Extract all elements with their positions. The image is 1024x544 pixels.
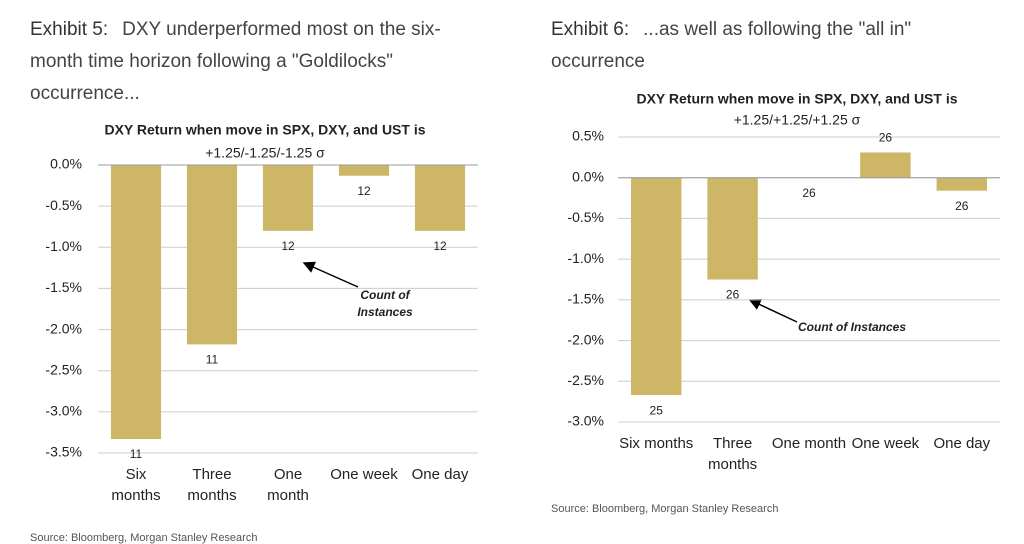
exhibit-caption: DXY underperformed most on the six-month… bbox=[30, 19, 441, 104]
y-tick-label: -1.0% bbox=[45, 238, 82, 254]
annotation-arrow bbox=[748, 299, 798, 323]
count-label: 11 bbox=[130, 447, 143, 461]
x-tick-label-line: months bbox=[708, 456, 757, 473]
y-tick-label: -0.5% bbox=[45, 197, 82, 213]
count-label: 25 bbox=[650, 403, 664, 417]
x-tick-label: One week bbox=[330, 466, 398, 483]
y-tick-label: -2.0% bbox=[45, 320, 82, 336]
count-label: 26 bbox=[879, 131, 893, 145]
y-tick-label: 0.0% bbox=[572, 168, 604, 184]
y-tick-label: -3.0% bbox=[45, 403, 82, 419]
y-tick-label: -1.5% bbox=[45, 279, 82, 295]
annotation: Instances bbox=[357, 305, 413, 319]
x-tick-label-line: months bbox=[111, 487, 160, 504]
chart-subtitle: +1.25/+1.25/+1.25 σ bbox=[734, 112, 861, 128]
count-label: 26 bbox=[726, 288, 740, 302]
bar bbox=[262, 165, 314, 231]
y-tick-label: -3.0% bbox=[567, 413, 604, 429]
bar bbox=[860, 152, 911, 178]
y-tick-label: -2.0% bbox=[567, 331, 604, 347]
y-tick-label: -3.5% bbox=[45, 444, 82, 460]
bar bbox=[707, 177, 758, 280]
annotation-arrow bbox=[302, 261, 359, 288]
chart-subtitle: +1.25/-1.25/-1.25 σ bbox=[205, 145, 325, 161]
x-tick-label: One month bbox=[772, 435, 846, 452]
x-tick-label: Three months bbox=[187, 466, 236, 504]
y-tick-label: -1.5% bbox=[567, 291, 604, 307]
x-tick-label-line: One bbox=[274, 466, 302, 483]
x-tick-label: Three months bbox=[708, 435, 757, 473]
y-tick-label: 0.0% bbox=[50, 156, 82, 172]
bar bbox=[936, 177, 988, 191]
count-label: 11 bbox=[206, 353, 219, 367]
bar bbox=[110, 165, 162, 440]
y-tick-label: -0.5% bbox=[567, 209, 604, 225]
chart-title: DXY Return when move in SPX, DXY, and US… bbox=[636, 91, 957, 107]
x-tick-label-line: month bbox=[267, 487, 309, 504]
x-tick-label: One day bbox=[933, 435, 990, 452]
count-label: 26 bbox=[955, 199, 969, 213]
y-tick-label: -2.5% bbox=[45, 361, 82, 377]
annotation: Count of bbox=[360, 288, 410, 302]
x-tick-label: One week bbox=[852, 435, 920, 452]
bar bbox=[630, 177, 682, 396]
bar bbox=[186, 165, 238, 345]
x-tick-label-line: Three bbox=[192, 466, 231, 483]
exhibit-label: Exhibit 6: bbox=[551, 19, 630, 40]
bar bbox=[414, 165, 466, 231]
count-label: 12 bbox=[281, 239, 295, 253]
exhibit-label: Exhibit 5: bbox=[30, 19, 109, 40]
x-tick-label: Six months bbox=[111, 466, 160, 504]
x-tick-label: One day bbox=[412, 466, 469, 483]
x-tick-label: One month bbox=[267, 466, 309, 504]
count-label: 12 bbox=[433, 239, 447, 253]
exhibit-heading: Exhibit 5: DXY underperformed most on the… bbox=[30, 14, 490, 110]
y-tick-label: -1.0% bbox=[567, 250, 604, 266]
source: Source: Bloomberg, Morgan Stanley Resear… bbox=[551, 503, 779, 515]
exhibit-heading: Exhibit 6: ...as well as following the "a… bbox=[551, 14, 971, 78]
x-tick-label-line: Six bbox=[126, 466, 147, 483]
y-tick-label: -2.5% bbox=[567, 372, 604, 388]
annotation: Count of Instances bbox=[798, 320, 906, 334]
x-tick-label-line: months bbox=[187, 487, 236, 504]
exhibit-caption: ...as well as following the "all in" occ… bbox=[551, 19, 912, 72]
bar bbox=[338, 165, 390, 176]
count-label: 26 bbox=[802, 186, 816, 200]
x-tick-label: Six months bbox=[619, 435, 693, 452]
chart-title: DXY Return when move in SPX, DXY, and US… bbox=[104, 122, 425, 138]
count-label: 12 bbox=[357, 184, 371, 198]
x-tick-label-line: Three bbox=[713, 435, 752, 452]
y-tick-label: 0.5% bbox=[572, 128, 604, 144]
